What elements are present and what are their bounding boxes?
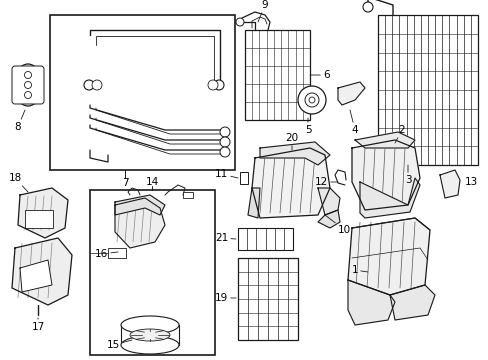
Bar [50,15,235,170]
Circle shape [24,81,31,89]
Text: 8: 8 [15,110,25,132]
Bar [238,228,292,250]
Text: 7: 7 [122,178,128,188]
Circle shape [220,147,229,157]
Bar [25,210,53,228]
Circle shape [24,91,31,99]
Circle shape [297,86,325,114]
Text: 16: 16 [95,249,118,259]
Bar [377,15,477,165]
Circle shape [220,137,229,147]
FancyBboxPatch shape [12,66,44,104]
Text: 11: 11 [214,169,238,179]
Bar [108,248,126,258]
Text: 4: 4 [349,110,358,135]
Circle shape [84,80,94,90]
Bar [244,30,309,120]
Polygon shape [12,238,72,305]
Bar [183,192,193,198]
Polygon shape [260,142,329,165]
Text: 6: 6 [309,70,329,80]
Polygon shape [389,285,434,320]
Polygon shape [347,280,394,325]
Text: 21: 21 [214,233,236,243]
Polygon shape [247,188,260,218]
Text: 15: 15 [106,340,132,350]
Ellipse shape [130,329,170,341]
Polygon shape [337,82,364,105]
Text: 5: 5 [304,118,311,135]
Circle shape [92,80,102,90]
Text: 3: 3 [404,165,410,185]
Polygon shape [251,148,329,218]
Text: 18: 18 [8,173,28,192]
Text: 19: 19 [214,293,236,303]
Text: 12: 12 [314,177,337,187]
Circle shape [214,80,224,90]
Bar [121,325,179,345]
Circle shape [308,97,314,103]
Text: 20: 20 [285,133,298,150]
Text: 2: 2 [394,125,405,143]
Circle shape [207,80,218,90]
Polygon shape [115,195,164,215]
Polygon shape [317,188,339,215]
Circle shape [220,127,229,137]
Ellipse shape [14,64,42,106]
Ellipse shape [121,336,179,354]
Polygon shape [354,132,414,148]
Polygon shape [359,178,419,218]
Text: 9: 9 [258,0,268,22]
Text: 10: 10 [325,215,350,235]
Polygon shape [317,210,339,228]
Bar [240,172,247,184]
Bar [238,258,297,340]
Text: 13: 13 [464,177,477,187]
Circle shape [305,93,318,107]
Text: 17: 17 [31,318,44,332]
Circle shape [24,72,31,78]
Polygon shape [20,260,52,292]
Polygon shape [347,218,429,295]
Polygon shape [115,198,164,248]
Text: 1: 1 [351,265,367,275]
Circle shape [362,2,372,12]
Polygon shape [351,140,419,210]
Circle shape [236,18,244,26]
Text: 14: 14 [145,177,158,187]
Polygon shape [18,188,68,238]
Bar [90,190,215,355]
Ellipse shape [121,316,179,334]
Polygon shape [439,170,459,198]
